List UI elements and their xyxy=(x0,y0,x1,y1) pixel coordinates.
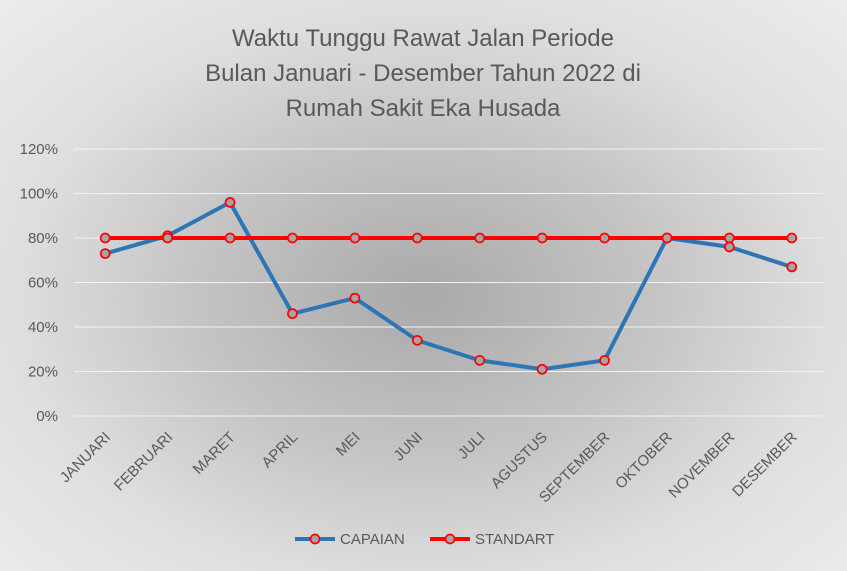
chart-title-line-2: Bulan Januari - Desember Tahun 2022 di xyxy=(205,60,641,87)
data-point-standart xyxy=(224,232,236,244)
x-tick-label: DESEMBER xyxy=(729,429,801,501)
x-tick-label: JANUARI xyxy=(57,429,114,486)
legend-marker-capaian xyxy=(309,533,321,545)
series-line-capaian xyxy=(103,200,794,372)
data-point-capaian xyxy=(411,334,423,346)
x-tick-label: APRIL xyxy=(259,429,302,472)
legend-marker-standart xyxy=(444,533,456,545)
data-point-capaian xyxy=(349,292,361,304)
x-tick-label: MEI xyxy=(333,429,364,460)
y-tick-label: 0% xyxy=(36,408,58,425)
legend: CAPAIAN STANDART xyxy=(295,531,554,548)
x-tick-label: JULI xyxy=(455,429,489,463)
data-point-capaian xyxy=(536,363,548,375)
data-point-capaian xyxy=(287,308,298,320)
data-point-standart xyxy=(411,232,423,244)
data-point-standart xyxy=(162,232,173,244)
y-tick-label: 80% xyxy=(28,230,58,247)
y-axis-tick-labels: 0% 20% 40% 60% 80% 100% 120% xyxy=(20,141,58,425)
y-tick-label: 20% xyxy=(28,364,58,381)
y-tick-label: 120% xyxy=(20,141,58,158)
data-point-standart xyxy=(661,232,673,244)
data-point-standart xyxy=(536,232,548,244)
x-tick-label: MARET xyxy=(190,429,239,478)
data-point-standart xyxy=(724,232,735,244)
data-point-standart xyxy=(599,232,610,244)
y-tick-label: 100% xyxy=(20,186,58,203)
data-point-capaian xyxy=(474,355,486,366)
data-point-capaian xyxy=(786,261,798,273)
chart-title: Waktu Tunggu Rawat Jalan Periode Bulan J… xyxy=(205,25,641,122)
series-lines xyxy=(99,197,798,375)
data-point-capaian xyxy=(724,241,735,253)
data-point-standart xyxy=(287,232,298,244)
data-point-standart xyxy=(99,232,111,244)
legend-label-capaian: CAPAIAN xyxy=(340,531,405,548)
data-point-standart xyxy=(349,232,361,244)
x-tick-label: NOVEMBER xyxy=(665,429,738,502)
chart-title-line-3: Rumah Sakit Eka Husada xyxy=(286,95,561,122)
y-tick-label: 60% xyxy=(28,275,58,292)
legend-label-standart: STANDART xyxy=(475,531,554,548)
y-tick-label: 40% xyxy=(28,319,58,336)
data-point-capaian xyxy=(99,248,111,259)
data-point-capaian xyxy=(599,355,610,366)
gridlines xyxy=(74,148,823,417)
data-point-standart xyxy=(786,232,798,244)
chart-title-line-1: Waktu Tunggu Rawat Jalan Periode xyxy=(232,25,614,52)
data-point-capaian xyxy=(224,197,236,208)
x-tick-label: OKTOBER xyxy=(612,429,676,493)
x-tick-label: FEBRUARI xyxy=(111,429,177,495)
data-point-standart xyxy=(474,232,486,244)
x-tick-label: AGUSTUS xyxy=(488,429,551,492)
x-tick-label: JUNI xyxy=(391,429,427,465)
